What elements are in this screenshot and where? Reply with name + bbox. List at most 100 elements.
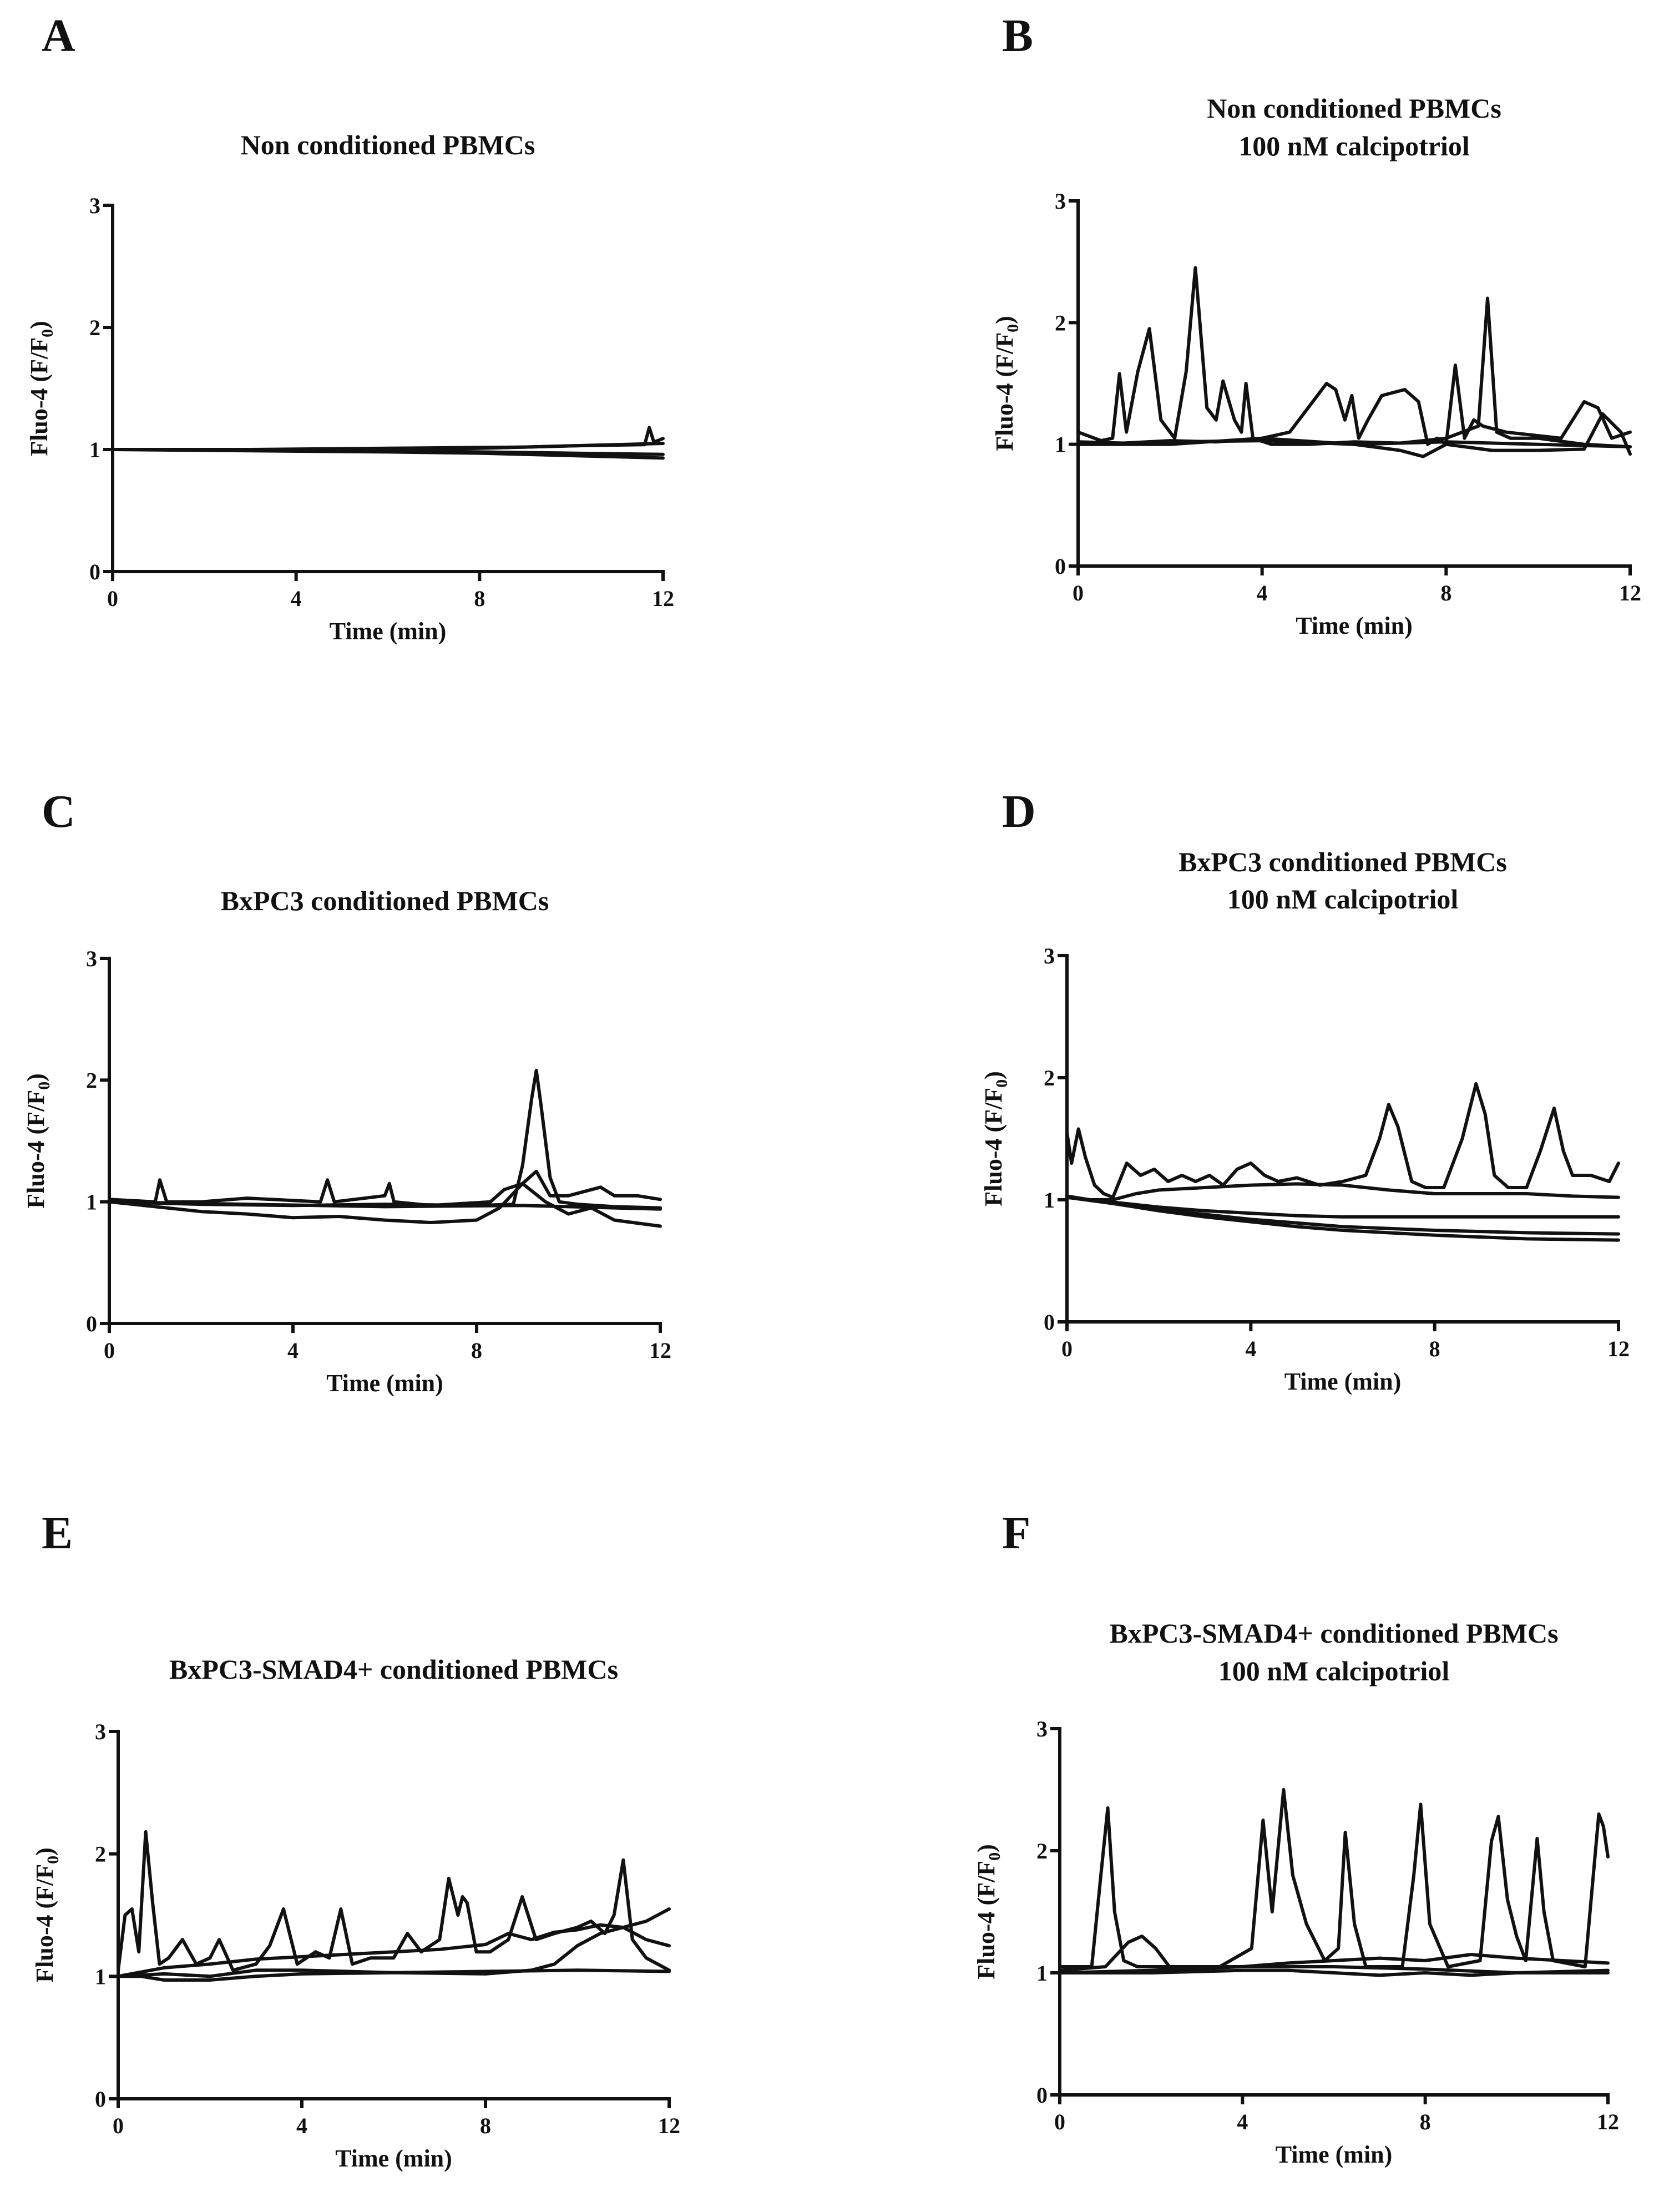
series-line-2	[1065, 1182, 1620, 1201]
y-axis-label: Fluo-4 (F/F0)	[22, 1073, 53, 1209]
y-tick-label: 2	[1055, 310, 1066, 335]
series-line-3	[1076, 412, 1632, 458]
y-tick-label: 0	[1055, 554, 1066, 579]
x-tick-label: 4	[296, 2113, 307, 2138]
series-line-2	[108, 1068, 662, 1210]
y-axis-label: Fluo-4 (F/F0)	[980, 1071, 1011, 1206]
y-tick-label: 1	[1036, 1961, 1048, 1986]
chart-title-line: BxPC3-SMAD4+ conditioned PBMCs	[169, 1654, 618, 1685]
x-tick-label: 12	[649, 1338, 671, 1363]
series-line-4	[117, 1968, 671, 1982]
x-tick-label: 0	[107, 586, 118, 611]
series-line-2	[1058, 1935, 1610, 1972]
y-axis-label: Fluo-4 (F/F0)	[26, 321, 57, 456]
y-axis-label: Fluo-4 (F/F0)	[991, 316, 1022, 451]
x-tick-label: 4	[1237, 2109, 1248, 2134]
y-tick-label: 1	[1044, 1188, 1055, 1213]
chart-title-line: 100 nM calcipotriol	[1218, 1655, 1450, 1686]
x-tick-label: 4	[291, 586, 302, 611]
y-tick-label: 3	[86, 946, 97, 971]
series-line-2	[117, 1907, 671, 1978]
y-tick-label: 0	[1036, 2083, 1048, 2108]
x-tick-label: 4	[1245, 1336, 1256, 1361]
panel-b: B Non conditioned PBMCs 100 nM calcipotrio…	[991, 10, 1641, 639]
chart-title-line: Non conditioned PBMCs	[1207, 93, 1501, 124]
y-tick-label: 1	[86, 1190, 97, 1215]
x-tick-label: 12	[1597, 2109, 1619, 2134]
series-line-4	[111, 442, 665, 451]
chart-title-line: BxPC3 conditioned PBMCs	[221, 885, 549, 916]
series-line-2	[1076, 363, 1632, 446]
y-tick-label: 1	[1055, 432, 1066, 457]
x-tick-label: 4	[1257, 580, 1268, 605]
series-line-1	[108, 1169, 662, 1208]
x-tick-label: 8	[480, 2113, 491, 2138]
x-tick-label: 12	[652, 586, 674, 611]
x-tick-label: 0	[1061, 1336, 1073, 1361]
panel-d: D BxPC3 conditioned PBMCs 100 nM calcipotr…	[980, 786, 1630, 1395]
y-tick-label: 2	[86, 1068, 97, 1093]
y-tick-label: 0	[86, 1311, 97, 1336]
y-tick-label: 2	[95, 1842, 106, 1867]
series-line-1	[117, 1830, 671, 1972]
x-axis-label: Time (min)	[1276, 2141, 1393, 2168]
y-tick-label: 3	[1036, 1716, 1048, 1741]
x-tick-label: 8	[1440, 580, 1451, 605]
series-line-3	[108, 1181, 662, 1228]
series-line-1	[1076, 266, 1632, 449]
panel-letter: C	[42, 786, 75, 837]
x-axis-label: Time (min)	[1284, 1368, 1402, 1395]
x-tick-label: 12	[1619, 580, 1641, 605]
y-tick-label: 3	[1055, 189, 1066, 214]
chart-title-line: BxPC3-SMAD4+ conditioned PBMCs	[1109, 1618, 1558, 1649]
y-tick-label: 3	[95, 1719, 106, 1744]
x-tick-label: 8	[1429, 1336, 1440, 1361]
series-line-1	[1065, 1082, 1620, 1199]
x-tick-label: 4	[287, 1338, 299, 1363]
chart-title-line: 100 nM calcipotriol	[1238, 130, 1470, 161]
chart-title-line: Non conditioned PBMCs	[241, 129, 535, 160]
panel-letter: E	[42, 1507, 73, 1559]
y-tick-label: 2	[89, 315, 100, 340]
y-tick-label: 0	[1044, 1310, 1055, 1335]
series-line-3	[1065, 1195, 1620, 1219]
series-line-4	[1058, 1968, 1610, 1977]
panel-f: F BxPC3-SMAD4+ conditioned PBMCs 100 nM ca…	[973, 1507, 1619, 2168]
chart-title-line: BxPC3 conditioned PBMCs	[1179, 846, 1507, 877]
x-axis-label: Time (min)	[335, 2145, 452, 2172]
y-axis-label: Fluo-4 (F/F0)	[973, 1844, 1004, 1979]
x-tick-label: 8	[1420, 2109, 1431, 2134]
y-tick-label: 1	[95, 1964, 106, 1989]
x-tick-label: 8	[474, 586, 485, 611]
x-tick-label: 8	[471, 1338, 482, 1363]
x-tick-label: 0	[113, 2113, 124, 2138]
y-axis-label: Fluo-4 (F/F0)	[31, 1847, 62, 1983]
x-tick-label: 12	[1607, 1336, 1630, 1361]
x-axis-label: Time (min)	[326, 1370, 443, 1397]
y-tick-label: 2	[1036, 1839, 1048, 1863]
panel-letter: A	[42, 10, 75, 62]
panel-letter: B	[1002, 10, 1033, 62]
y-tick-label: 0	[89, 559, 100, 584]
y-tick-label: 0	[95, 2087, 106, 2112]
panel-letter: D	[1002, 786, 1036, 837]
x-axis-label: Time (min)	[1296, 612, 1413, 639]
panel-letter: F	[1002, 1507, 1030, 1559]
series-line-5	[1065, 1194, 1620, 1242]
x-tick-label: 0	[104, 1338, 115, 1363]
x-tick-label: 0	[1054, 2109, 1065, 2134]
y-tick-label: 2	[1044, 1065, 1055, 1090]
y-tick-label: 1	[89, 437, 100, 462]
y-tick-label: 3	[1044, 943, 1055, 968]
chart-title-line: 100 nM calcipotriol	[1227, 883, 1459, 915]
series-line-1	[1058, 1788, 1610, 1968]
series-line-4	[108, 1200, 662, 1211]
x-tick-label: 12	[658, 2113, 680, 2138]
series-line-4	[1076, 439, 1632, 449]
x-axis-label: Time (min)	[330, 618, 447, 645]
x-tick-label: 0	[1073, 580, 1084, 605]
